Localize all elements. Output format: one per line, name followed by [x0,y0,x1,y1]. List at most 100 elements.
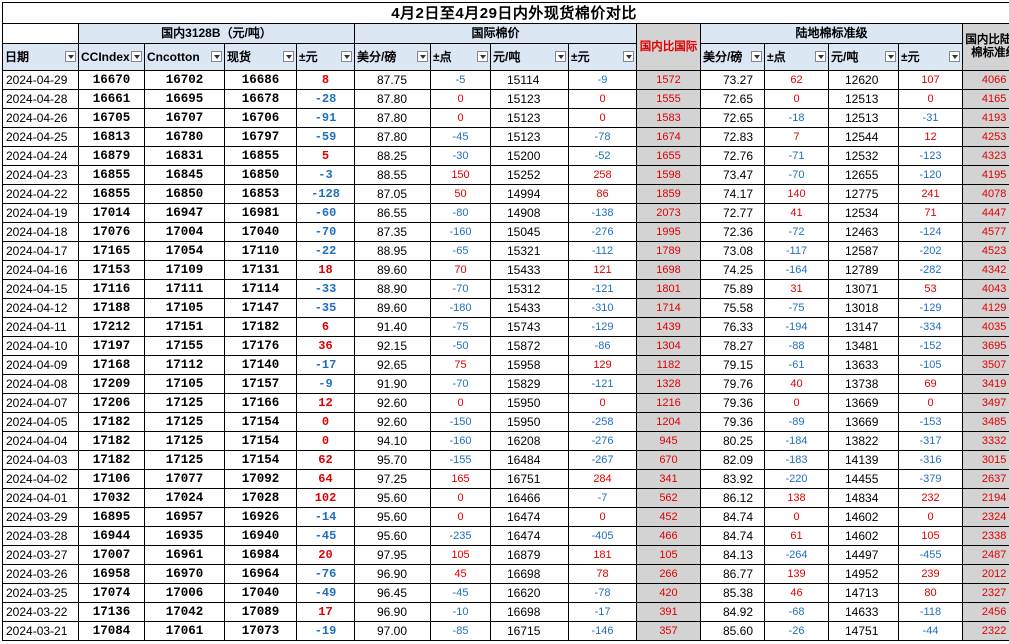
cell-intl-change: -258 [568,412,637,432]
filter-dropdown-icon[interactable] [65,51,76,62]
cell-intl-change: 284 [568,469,637,489]
cell-spot: 16797 [224,127,297,147]
cell-port-yuan: 12534 [828,203,899,223]
cell-port-change: 232 [898,488,963,508]
cell-port-change: 80 [898,583,963,603]
cell-port-yuan: 14497 [828,545,899,565]
cell-intl-cents: 87.80 [354,89,431,109]
cell-ccindex: 17074 [78,583,145,603]
cell-port-cents: 84.74 [700,507,765,527]
filter-dropdown-icon[interactable] [341,51,352,62]
cell-intl-cents: 91.40 [354,317,431,337]
cell-intl-cents: 92.60 [354,412,431,432]
table-row: 2024-04-16 17153 17109 17131 18 89.60 70 15433 1… [2,260,1009,280]
cell-port-points: -183 [764,450,829,470]
cell-ratio-port: 3332 [961,431,1009,451]
cell-port-cents: 72.65 [700,89,765,109]
cell-intl-yuan: 16474 [490,507,569,527]
cell-spot: 17154 [224,431,297,451]
cell-spot: 17176 [224,336,297,356]
cell-port-cents: 74.25 [700,260,765,280]
cell-ratio-port: 2637 [961,469,1009,489]
cell-ratio-port: 3419 [961,374,1009,394]
cell-intl-points: 0 [430,507,491,527]
filter-dropdown-icon[interactable] [885,51,896,62]
filter-dropdown-icon[interactable] [131,51,142,62]
table-row: 2024-03-27 17007 16961 16984 20 97.95 105 16879… [2,545,1009,565]
cell-spot: 17073 [224,621,297,641]
cell-spot-change: 6 [296,317,355,337]
cell-spot: 16706 [224,108,297,128]
cell-intl-cents: 88.95 [354,241,431,261]
cell-port-cents: 83.92 [700,469,765,489]
cell-spot-change: -22 [296,241,355,261]
cell-ratio-intl: 1555 [636,89,701,109]
cell-ccindex: 17014 [78,203,145,223]
table-row: 2024-04-29 16670 16702 16686 8 87.75 -5 15114 -9… [2,70,1009,90]
table-row: 2024-04-12 17188 17105 17147 -35 89.60 -180 154… [2,298,1009,318]
cell-port-points: 46 [764,583,829,603]
cell-ratio-intl: 1204 [636,412,701,432]
cell-cncotton: 16961 [144,545,225,565]
cell-intl-points: 0 [430,393,491,413]
cell-cncotton: 17105 [144,374,225,394]
cell-cncotton: 17077 [144,469,225,489]
cell-port-change: 12 [898,127,963,147]
cell-intl-change: -17 [568,602,637,622]
filter-dropdown-icon[interactable] [211,51,222,62]
cell-spot-change: 20 [296,545,355,565]
cell-port-points: -184 [764,431,829,451]
cell-intl-cents: 95.60 [354,526,431,546]
header-port-points: ±点 [764,43,829,71]
cell-ratio-port: 3485 [961,412,1009,432]
cell-spot: 17154 [224,412,297,432]
cell-spot: 16686 [224,70,297,90]
cell-port-points: -117 [764,241,829,261]
cell-port-points: -89 [764,412,829,432]
cell-ratio-intl: 391 [636,602,701,622]
header-intl-yuan: 元/吨 [490,43,569,71]
cell-ccindex: 17165 [78,241,145,261]
cell-spot-change: 64 [296,469,355,489]
cell-port-points: -70 [764,165,829,185]
cell-intl-cents: 89.60 [354,260,431,280]
cell-intl-points: 0 [430,488,491,508]
cell-intl-change: 0 [568,89,637,109]
cell-port-points: -164 [764,260,829,280]
filter-dropdown-icon[interactable] [751,51,762,62]
cell-cncotton: 16707 [144,108,225,128]
cell-date: 2024-04-22 [2,184,79,204]
cell-port-yuan: 14139 [828,450,899,470]
cell-date: 2024-04-28 [2,89,79,109]
header-intl-change: ±元 [568,43,637,71]
table-row: 2024-04-10 17197 17155 17176 36 92.15 -50 15872… [2,336,1009,356]
cell-port-cents: 72.77 [700,203,765,223]
cell-ratio-port: 2456 [961,602,1009,622]
cell-cncotton: 17024 [144,488,225,508]
cell-ratio-port: 2194 [961,488,1009,508]
cell-intl-change: 0 [568,393,637,413]
cell-intl-yuan: 16698 [490,564,569,584]
cell-port-cents: 79.76 [700,374,765,394]
table-row: 2024-04-24 16879 16831 16855 5 88.25 -30 15200-… [2,146,1009,166]
header-ccindex-label: CCIndex [81,49,130,64]
cell-intl-points: -30 [430,146,491,166]
cell-intl-yuan: 16751 [490,469,569,489]
cell-port-change: 71 [898,203,963,223]
filter-dropdown-icon[interactable] [555,51,566,62]
filter-dropdown-icon[interactable] [477,51,488,62]
cell-intl-cents: 97.95 [354,545,431,565]
cell-port-change: -282 [898,260,963,280]
filter-dropdown-icon[interactable] [417,51,428,62]
cell-spot: 17089 [224,602,297,622]
cell-cncotton: 17004 [144,222,225,242]
cell-intl-change: 129 [568,355,637,375]
table-row: 2024-04-03 17182 17125 17154 62 95.70 -155 1648… [2,450,1009,470]
filter-dropdown-icon[interactable] [283,51,294,62]
cell-port-cents: 75.58 [700,298,765,318]
filter-dropdown-icon[interactable] [815,51,826,62]
cell-port-cents: 72.36 [700,222,765,242]
cell-ratio-intl: 1698 [636,260,701,280]
filter-dropdown-icon[interactable] [949,51,960,62]
filter-dropdown-icon[interactable] [623,51,634,62]
